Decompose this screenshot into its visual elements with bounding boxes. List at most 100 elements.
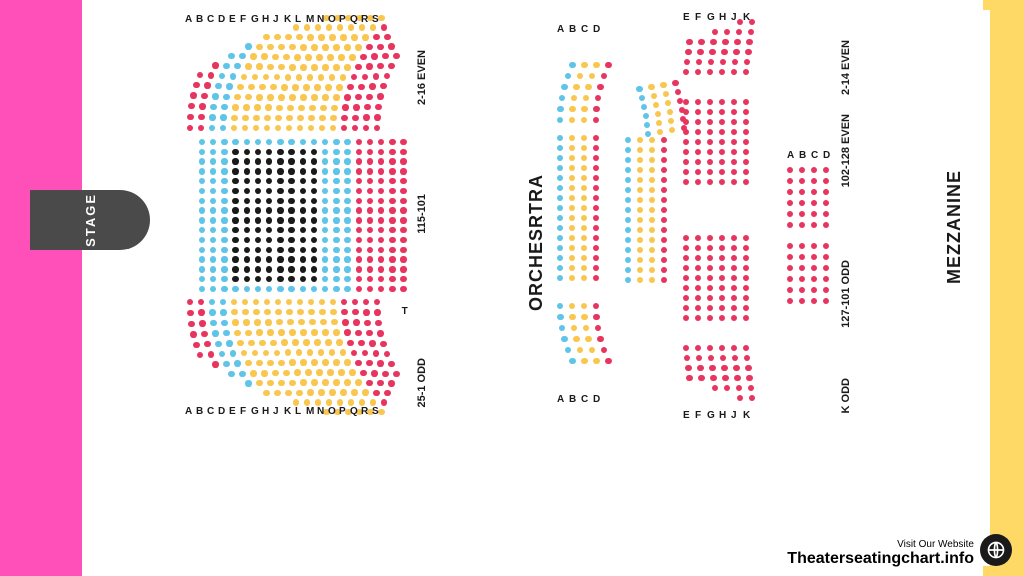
seat (388, 43, 394, 49)
row-label: P (339, 406, 346, 417)
row-label: D (593, 24, 600, 35)
seat (288, 276, 294, 282)
seat (331, 319, 337, 325)
seat (605, 358, 611, 364)
seat (389, 217, 395, 223)
seat (267, 64, 273, 70)
row-label: B (196, 406, 203, 417)
seat (187, 299, 193, 305)
seat (731, 69, 737, 75)
seat (267, 44, 273, 50)
seat (294, 369, 300, 375)
seat (625, 157, 631, 163)
seat (707, 69, 713, 75)
seat (683, 179, 689, 185)
seat (347, 84, 353, 90)
seat (743, 169, 749, 175)
seat (318, 389, 324, 395)
seat (210, 217, 216, 223)
seat (266, 168, 272, 174)
seat (665, 100, 671, 106)
seat (743, 285, 749, 291)
seat (569, 155, 575, 161)
seat (593, 205, 599, 211)
seat (695, 69, 701, 75)
seat (743, 255, 749, 261)
seat (256, 63, 262, 69)
seat (244, 256, 250, 262)
seat (274, 350, 280, 356)
seat (232, 188, 238, 194)
seat (351, 34, 357, 40)
seat (288, 149, 294, 155)
row-label: E (229, 14, 236, 25)
seat (239, 53, 245, 59)
seat (593, 106, 599, 112)
seat (637, 147, 643, 153)
seat (355, 94, 361, 100)
seat (336, 339, 342, 345)
seat (337, 399, 343, 405)
seat (745, 49, 751, 55)
seat (244, 188, 250, 194)
seat (210, 247, 216, 253)
seat (744, 355, 750, 361)
seat (231, 309, 237, 315)
seat (221, 188, 227, 194)
seat (300, 217, 306, 223)
seat (333, 276, 339, 282)
seat (232, 178, 238, 184)
seat (253, 125, 259, 131)
seat (373, 73, 379, 79)
seat (256, 360, 262, 366)
seat (367, 276, 373, 282)
seat (389, 266, 395, 272)
region-orch-left: 2-16 EVEN (416, 50, 428, 105)
orchestra-title: ORCHESRTRA (526, 174, 547, 311)
seat (237, 340, 243, 346)
seat (322, 286, 328, 292)
seat (278, 380, 284, 386)
seat (352, 125, 358, 131)
seat (288, 217, 294, 223)
seat (695, 285, 701, 291)
seat (787, 200, 793, 206)
seat (278, 360, 284, 366)
seat (743, 295, 749, 301)
row-label: Q (350, 14, 358, 25)
seat (330, 115, 336, 121)
seat (333, 329, 339, 335)
row-label: A (557, 24, 564, 35)
seat (737, 395, 743, 401)
seat (569, 185, 575, 191)
seat (384, 390, 390, 396)
seat (366, 44, 372, 50)
row-label: H (719, 410, 726, 421)
row-label: K (284, 406, 291, 417)
seat (799, 254, 805, 260)
seat (719, 129, 725, 135)
seat (199, 168, 205, 174)
seat (311, 359, 317, 365)
seat (369, 83, 375, 89)
seat (557, 235, 563, 241)
seat (289, 359, 295, 365)
seat (707, 265, 713, 271)
seat (232, 286, 238, 292)
seat (593, 135, 599, 141)
seat (731, 235, 737, 241)
seat (288, 256, 294, 262)
row-label: B (799, 150, 806, 161)
seat (378, 178, 384, 184)
seat (344, 379, 350, 385)
seat (695, 179, 701, 185)
seat (736, 29, 742, 35)
seat (244, 237, 250, 243)
seat (811, 189, 817, 195)
seat (232, 319, 238, 325)
seat (286, 115, 292, 121)
seat (683, 315, 689, 321)
seat (267, 329, 273, 335)
seat (325, 339, 331, 345)
seat (593, 62, 599, 68)
